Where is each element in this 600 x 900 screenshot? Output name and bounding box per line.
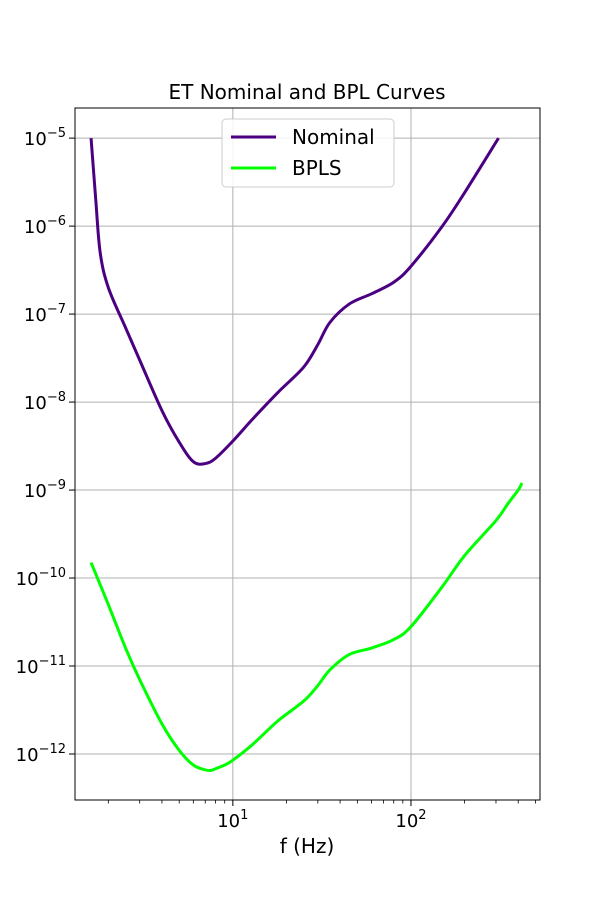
plot-frame <box>74 107 541 801</box>
legend-label-nominal: Nominal <box>292 125 375 149</box>
y-tick-label: 10−5 <box>24 126 66 150</box>
legend-items: Nominal BPLS <box>231 125 375 180</box>
x-tick-labels: 101 102 <box>217 808 426 832</box>
y-tick-label: 10−11 <box>16 654 66 678</box>
y-tick-label: 10−10 <box>16 566 66 590</box>
x-tick-label: 102 <box>395 808 426 832</box>
y-tick-label: 10−7 <box>24 302 66 326</box>
y-tick-label: 10−12 <box>16 742 66 766</box>
legend: Nominal BPLS <box>221 118 395 188</box>
series-lines <box>89 137 524 773</box>
axis-ticks <box>69 137 536 806</box>
y-tick-label: 10−9 <box>24 478 66 502</box>
series-line-bpls <box>89 482 524 773</box>
y-tick-labels: 10−5 10−6 10−7 10−8 10−9 10−10 10−11 10−12 <box>16 126 66 766</box>
x-tick-label: 101 <box>217 808 248 832</box>
y-tick-label: 10−8 <box>24 390 66 414</box>
chart-title: ET Nominal and BPL Curves <box>169 80 446 104</box>
series-line-nominal <box>89 137 500 466</box>
x-axis-label: f (Hz) <box>280 834 335 858</box>
legend-label-bpls: BPLS <box>292 156 342 180</box>
y-tick-label: 10−6 <box>24 214 66 238</box>
